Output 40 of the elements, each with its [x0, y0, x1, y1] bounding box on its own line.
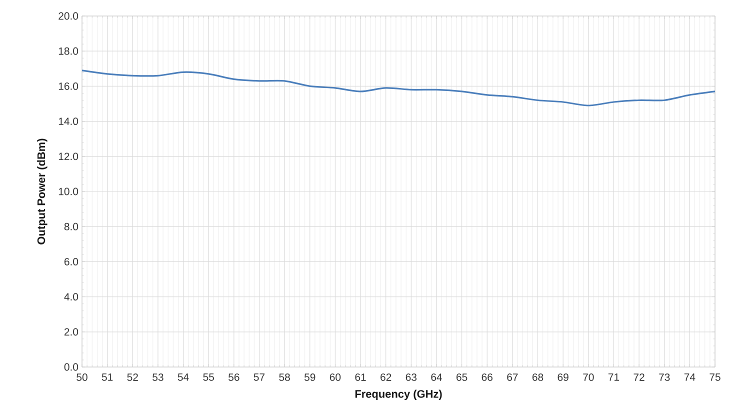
x-tick-label: 66: [482, 374, 492, 381]
x-tick-label: 59: [304, 374, 316, 381]
y-tick-label: 2.0: [64, 328, 78, 336]
y-tick-label: 6.0: [64, 258, 78, 266]
x-tick-label: 55: [203, 374, 214, 381]
x-tick-label: 61: [355, 374, 366, 381]
x-tick-label: 58: [279, 374, 290, 381]
x-tick-label: 52: [127, 374, 138, 381]
y-tick-label: 0.0: [64, 363, 78, 371]
x-tick-label: 69: [558, 374, 568, 381]
x-tick-label: 56: [228, 374, 240, 381]
x-tick-label: 72: [634, 374, 644, 381]
x-tick-label: 68: [532, 374, 544, 381]
x-tick-label: 51: [102, 374, 113, 381]
x-tick-label: 50: [76, 374, 88, 381]
y-tick-label: 4.0: [64, 293, 78, 301]
y-tick-label: 12.0: [58, 152, 78, 160]
x-tick-label: 63: [406, 374, 417, 381]
y-tick-label: 8.0: [64, 222, 78, 230]
x-tick-label: 57: [254, 374, 265, 381]
x-tick-label: 62: [380, 374, 392, 381]
x-tick-label: 71: [608, 374, 620, 381]
x-tick-label: 53: [152, 374, 164, 381]
x-tick-label: 60: [330, 374, 341, 381]
x-tick-label: 75: [710, 374, 720, 381]
x-tick-label: 54: [178, 374, 189, 381]
x-tick-label: 67: [507, 374, 518, 381]
y-tick-label: 20.0: [58, 12, 78, 20]
x-tick-label: 74: [684, 374, 696, 381]
y-tick-label: 10.0: [58, 188, 78, 196]
y-tick-label: 16.0: [58, 82, 78, 90]
y-axis-title: Output Power (dBm): [37, 138, 48, 244]
x-tick-label: 65: [456, 374, 468, 381]
x-tick-label: 70: [583, 374, 594, 381]
x-tick-label: 64: [431, 374, 442, 381]
x-axis-title: Frequency (GHz): [355, 390, 442, 400]
y-tick-label: 14.0: [58, 118, 78, 126]
y-tick-label: 18.0: [58, 47, 78, 55]
x-tick-label: 73: [659, 374, 670, 381]
line-series: [81, 70, 716, 106]
